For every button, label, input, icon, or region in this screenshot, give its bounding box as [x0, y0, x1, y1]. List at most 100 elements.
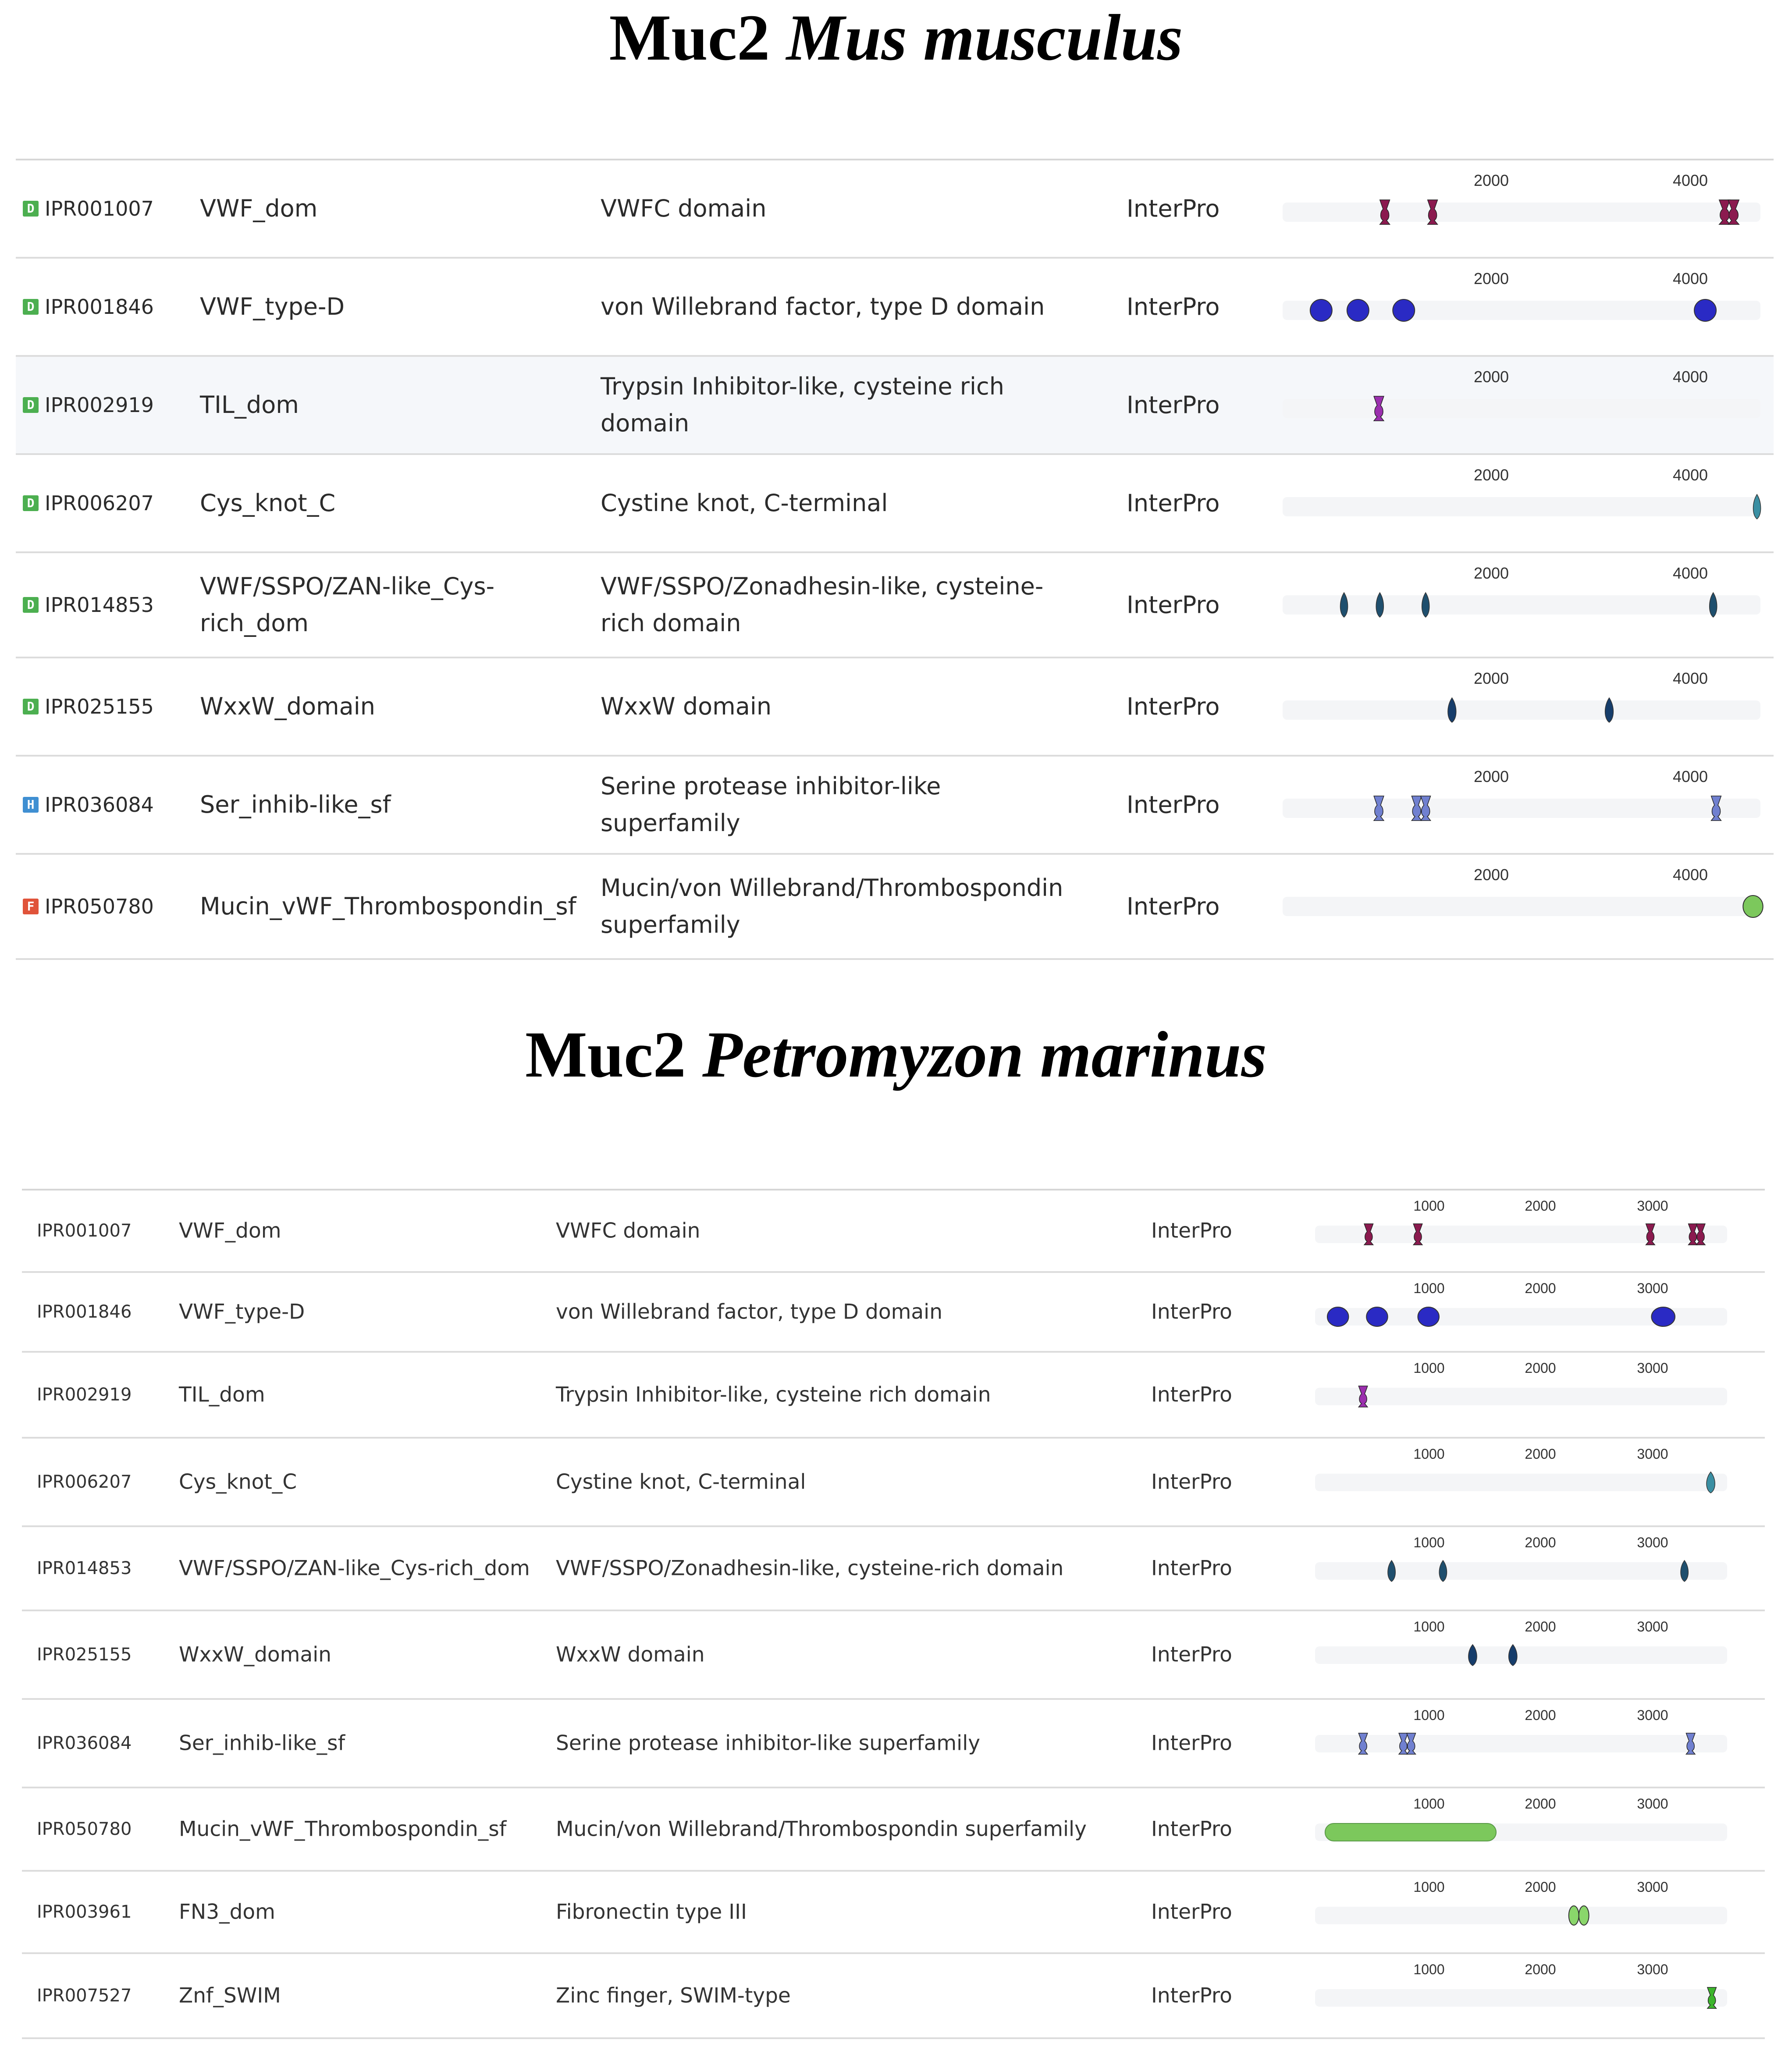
accession-cell[interactable]: D IPR001846 [23, 295, 154, 319]
domain-feature-mark[interactable] [1376, 592, 1384, 618]
domain-feature-mark[interactable] [1651, 1307, 1675, 1327]
table-row[interactable]: F IPR050780 Mucin_vWF_Thrombospondin_sf Muc… [16, 855, 1774, 960]
accession-cell[interactable]: IPR014853 [37, 1558, 132, 1578]
domain-feature-mark[interactable] [1412, 1223, 1423, 1245]
accession-link[interactable]: IPR001846 [37, 1302, 132, 1322]
domain-feature-mark[interactable] [1447, 697, 1457, 723]
table-row[interactable]: D IPR001846 VWF_type-D von Willebrand facto… [16, 259, 1774, 357]
accession-link[interactable]: IPR002919 [45, 393, 154, 417]
table-row[interactable]: IPR001007 VWF_dom VWFC domain InterPro 1000 2… [22, 1191, 1765, 1273]
domain-feature-mark[interactable] [1420, 796, 1432, 821]
domain-feature-mark[interactable] [1387, 1560, 1396, 1582]
table-row[interactable]: IPR006207 Cys_knot_C Cystine knot, C-termi… [22, 1439, 1765, 1527]
domain-feature-mark[interactable] [1373, 396, 1385, 421]
accession-link[interactable]: IPR014853 [37, 1558, 132, 1578]
table-row[interactable]: IPR001846 VWF_type-D von Willebrand factor… [22, 1273, 1765, 1353]
accession-link[interactable]: IPR001007 [45, 197, 154, 220]
domain-feature-mark[interactable] [1709, 592, 1717, 618]
accession-cell[interactable]: D IPR014853 [23, 593, 154, 617]
table-row[interactable]: D IPR002919 TIL_dom Trypsin Inhibitor-like,… [16, 357, 1774, 455]
accession-link[interactable]: IPR001846 [45, 295, 154, 319]
domain-feature-mark[interactable] [1373, 796, 1385, 821]
domain-feature-mark[interactable] [1742, 895, 1764, 918]
accession-link[interactable]: IPR050780 [37, 1819, 132, 1839]
accession-link[interactable]: IPR025155 [37, 1645, 132, 1665]
domain-feature-mark[interactable] [1326, 1307, 1349, 1327]
wxxw-domain-track: 1000 2000 3000 [1315, 1619, 1727, 1666]
domain-feature-mark[interactable] [1358, 1386, 1369, 1407]
domain-feature-mark[interactable] [1685, 1733, 1696, 1755]
domain-feature-mark[interactable] [1309, 299, 1333, 322]
accession-cell[interactable]: IPR003961 [37, 1902, 132, 1922]
accession-link[interactable]: IPR003961 [37, 1902, 132, 1922]
accession-link[interactable]: IPR050780 [45, 895, 154, 918]
table-row[interactable]: D IPR006207 Cys_knot_C Cystine knot, C-term… [16, 455, 1774, 553]
accession-cell[interactable]: D IPR001007 [23, 197, 154, 220]
accession-cell[interactable]: H IPR036084 [23, 793, 154, 817]
accession-cell[interactable]: D IPR025155 [23, 695, 154, 718]
domain-type-badge: D [23, 201, 39, 217]
accession-cell[interactable]: IPR050780 [37, 1819, 132, 1839]
table-row[interactable]: H IPR036084 Ser_inhib-like_sf Serine protea… [16, 757, 1774, 855]
domain-feature-mark[interactable] [1645, 1223, 1656, 1245]
accession-link[interactable]: IPR007527 [37, 1986, 132, 2006]
table-row[interactable]: IPR014853 VWF/SSPO/ZAN-like_Cys-rich_dom V… [22, 1527, 1765, 1611]
table-row[interactable]: IPR002919 TIL_dom Trypsin Inhibitor-like, … [22, 1353, 1765, 1439]
domain-feature-mark[interactable] [1694, 299, 1717, 322]
accession-link[interactable]: IPR002919 [37, 1385, 132, 1405]
domain-feature-mark[interactable] [1406, 1733, 1416, 1755]
domain-feature-mark[interactable] [1568, 1905, 1579, 1926]
table-row[interactable]: IPR025155 WxxW_domain WxxW domain InterPro 1… [22, 1611, 1765, 1700]
accession-link[interactable]: IPR006207 [45, 491, 154, 515]
domain-feature-mark[interactable] [1379, 199, 1391, 225]
table-row[interactable]: IPR003961 FN3_dom Fibronectin type III Inte… [22, 1872, 1765, 1954]
domain-feature-mark[interactable] [1324, 1823, 1497, 1841]
domain-feature-mark[interactable] [1468, 1644, 1477, 1666]
domain-feature-mark[interactable] [1358, 1733, 1369, 1755]
table-row[interactable]: IPR007527 Znf_SWIM Zinc finger, SWIM-type I… [22, 1954, 1765, 2039]
domain-feature-mark[interactable] [1604, 697, 1614, 723]
accession-cell[interactable]: D IPR002919 [23, 393, 154, 417]
table-row[interactable]: D IPR014853 VWF/SSPO/ZAN-like_Cys-rich_dom… [16, 553, 1774, 658]
accession-cell[interactable]: IPR006207 [37, 1472, 132, 1492]
accession-cell[interactable]: IPR036084 [37, 1733, 132, 1753]
axis-tick-label: 1000 [1413, 1198, 1444, 1214]
accession-link[interactable]: IPR036084 [37, 1733, 132, 1753]
axis-tick-label: 3000 [1637, 1535, 1668, 1550]
domain-feature-mark[interactable] [1422, 592, 1430, 618]
accession-cell[interactable]: F IPR050780 [23, 895, 154, 918]
accession-cell[interactable]: D IPR006207 [23, 491, 154, 515]
domain-feature-mark[interactable] [1710, 796, 1722, 821]
accession-link[interactable]: IPR036084 [45, 793, 154, 817]
table-row[interactable]: IPR036084 Ser_inhib-like_sf Serine proteas… [22, 1700, 1765, 1788]
accession-link[interactable]: IPR006207 [37, 1472, 132, 1492]
accession-link[interactable]: IPR025155 [45, 695, 154, 718]
domain-feature-mark[interactable] [1427, 199, 1438, 225]
accession-cell[interactable]: IPR007527 [37, 1986, 132, 2006]
accession-link[interactable]: IPR014853 [45, 593, 154, 617]
domain-feature-mark[interactable] [1578, 1905, 1589, 1926]
domain-feature-mark[interactable] [1508, 1644, 1518, 1666]
domain-feature-mark[interactable] [1346, 299, 1369, 322]
domain-feature-mark[interactable] [1753, 494, 1761, 519]
domain-feature-mark[interactable] [1392, 299, 1415, 322]
domain-feature-mark[interactable] [1727, 199, 1740, 225]
domain-feature-mark[interactable] [1340, 592, 1348, 618]
table-row[interactable]: D IPR001007 VWF_dom VWFC domain InterPro 2000… [16, 160, 1774, 259]
domain-feature-mark[interactable] [1680, 1560, 1689, 1582]
accession-cell[interactable]: IPR001846 [37, 1302, 132, 1322]
domain-feature-mark[interactable] [1695, 1223, 1706, 1245]
accession-cell[interactable]: IPR025155 [37, 1645, 132, 1665]
domain-feature-mark[interactable] [1706, 1471, 1715, 1493]
domain-feature-mark[interactable] [1363, 1223, 1374, 1245]
accession-cell[interactable]: IPR001007 [37, 1221, 132, 1241]
accession-cell[interactable]: IPR002919 [37, 1385, 132, 1405]
table-row[interactable]: IPR050780 Mucin_vWF_Thrombospondin_sf Muci… [22, 1788, 1765, 1872]
domain-feature-mark[interactable] [1439, 1560, 1447, 1582]
axis-tick-label: 2000 [1474, 368, 1509, 386]
domain-feature-mark[interactable] [1417, 1307, 1440, 1327]
domain-feature-mark[interactable] [1707, 1987, 1717, 2009]
accession-link[interactable]: IPR001007 [37, 1221, 132, 1241]
table-row[interactable]: D IPR025155 WxxW_domain WxxW domain InterPro… [16, 658, 1774, 757]
domain-feature-mark[interactable] [1366, 1307, 1388, 1327]
